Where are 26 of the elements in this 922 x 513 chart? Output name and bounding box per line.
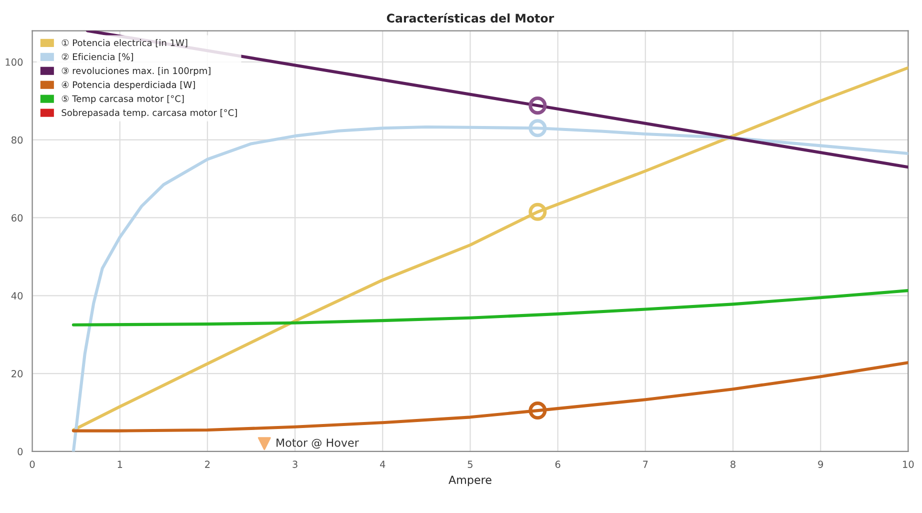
legend-label: ② Eficiencia [%] — [62, 53, 133, 62]
x-tick-label: 3 — [292, 460, 298, 468]
x-tick-label: 5 — [468, 460, 472, 468]
legend-label: ④ Potencia desperdiciada [W] — [62, 81, 195, 90]
x-axis-title: Ampere — [448, 476, 492, 486]
x-tick-label: 10 — [903, 460, 914, 468]
x-tick-label: 0 — [30, 460, 35, 468]
y-tick-label: 40 — [11, 292, 23, 300]
annotation: Motor @ Hover — [276, 438, 359, 449]
x-tick-label: 6 — [555, 460, 560, 468]
y-tick-label: 100 — [6, 58, 23, 66]
y-tick-label: 0 — [18, 448, 23, 456]
y-tick-label: 60 — [12, 214, 23, 222]
y-tick-label: 80 — [12, 136, 23, 144]
x-tick-label: 1 — [118, 460, 122, 468]
legend-label: ⑤ Temp carcasa motor [°C] — [62, 95, 184, 104]
legend-label: Sobrepasada temp. carcasa motor [°C] — [62, 109, 237, 118]
legend-label: ① Potencia electrica [in 1W] — [62, 39, 188, 48]
x-tick-label: 7 — [643, 460, 648, 468]
legend-label: ③ revoluciones max. [in 100rpm] — [62, 67, 210, 76]
x-tick-label: 9 — [818, 460, 823, 468]
y-tick-label: 20 — [12, 370, 23, 378]
x-tick-label: 4 — [380, 460, 386, 468]
x-tick-label: 8 — [730, 460, 736, 468]
x-tick-label: 2 — [205, 460, 210, 468]
chart-title: Características del Motor — [386, 13, 554, 23]
